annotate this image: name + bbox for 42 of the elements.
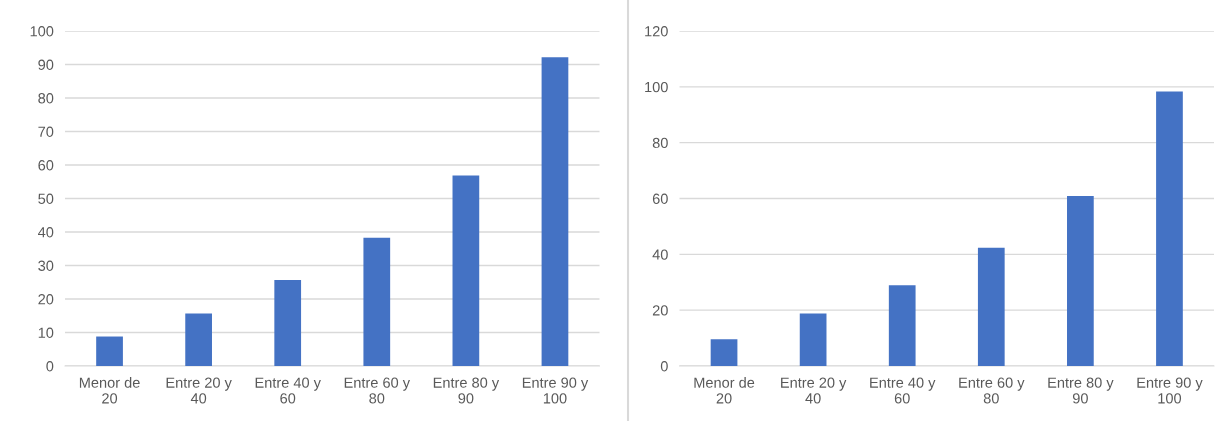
- x-tick-label: Entre 90 y 100: [522, 377, 589, 404]
- y-tick-label: 90: [38, 59, 54, 70]
- bar: [1067, 195, 1094, 366]
- y-tick-label: 100: [645, 81, 668, 93]
- x-tick-label: Entre 60 y 80: [344, 377, 410, 404]
- y-tick-label: 120: [645, 26, 668, 37]
- x-tick-label: Entre 20 y 40: [166, 377, 232, 404]
- bar: [541, 57, 569, 366]
- x-tick-label: Menor de 20: [79, 377, 140, 404]
- bar: [1156, 91, 1183, 366]
- x-tick-label: Entre 80 y 90: [433, 377, 500, 404]
- y-tick-label: 80: [652, 137, 668, 149]
- x-tick-label: Menor de 20: [694, 377, 755, 404]
- y-tick-label: 10: [38, 327, 54, 338]
- x-tick-label: Entre 40 y 60: [255, 377, 321, 404]
- y-tick-label: 50: [38, 193, 54, 204]
- y-tick-label: 100: [30, 26, 54, 37]
- bar: [363, 237, 391, 366]
- y-tick-label: 30: [38, 260, 54, 271]
- y-tick-label: 70: [38, 126, 54, 137]
- y-tick-label: 60: [38, 160, 54, 171]
- y-tick-label: 20: [652, 305, 668, 316]
- bar: [185, 313, 212, 366]
- bar: [452, 175, 480, 366]
- x-tick-label: Entre 90 y 100: [1137, 377, 1203, 404]
- bar: [710, 339, 738, 366]
- y-tick-label: 80: [38, 93, 54, 104]
- bar: [274, 279, 302, 366]
- x-tick-label: Entre 80 y 90: [1048, 377, 1114, 404]
- bar: [96, 336, 123, 366]
- x-tick-label: Entre 60 y 80: [959, 377, 1025, 404]
- y-tick-label: 40: [38, 227, 54, 238]
- y-tick-label: 60: [652, 193, 668, 204]
- bar: [799, 313, 827, 366]
- x-tick-label: Entre 40 y 60: [870, 377, 936, 404]
- bar: [888, 285, 916, 366]
- y-tick-label: 20: [38, 294, 54, 305]
- bar: [977, 247, 1005, 366]
- y-tick-label: 0: [660, 361, 668, 372]
- x-tick-label: Entre 20 y 40: [781, 377, 847, 404]
- y-tick-label: 0: [46, 361, 54, 372]
- y-tick-label: 40: [652, 249, 668, 260]
